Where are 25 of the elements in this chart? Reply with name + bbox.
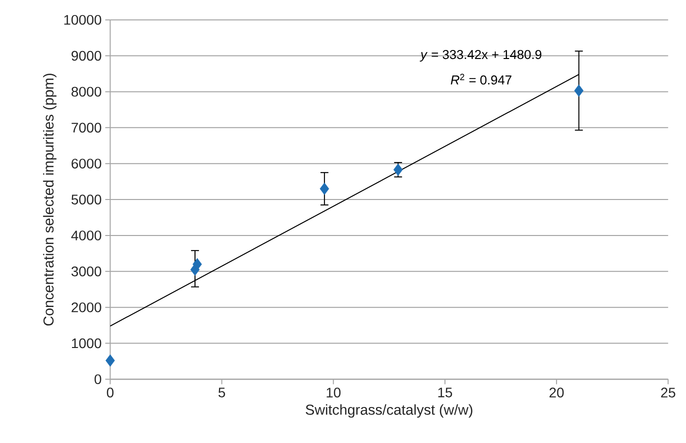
point: [393, 164, 403, 176]
point: [320, 182, 330, 196]
x-tick-label: 15: [438, 388, 452, 398]
x-tick-label: 25: [661, 388, 676, 398]
point: [106, 354, 115, 367]
y-axis-title: Concentration selected impurities (ppm): [43, 74, 56, 326]
x-tick-label: 10: [326, 388, 341, 398]
y-tick-label: 3000: [71, 266, 102, 276]
y-tick-label: 6000: [72, 158, 102, 169]
annotation: R$^{2}$ = 0.947: [450, 74, 512, 85]
y-tick-label: 10000: [64, 15, 102, 25]
y-tick-label: 7000: [72, 122, 102, 133]
x-axis-title: Switchgrass/catalyst (w/w): [306, 404, 472, 418]
x-tick-label: 20: [550, 388, 564, 398]
y-tick-label: 1000: [72, 338, 102, 348]
point: [574, 84, 584, 97]
x-tick-label: 0: [106, 388, 114, 398]
y-tick-label: 4000: [71, 230, 102, 240]
y-tick-label: 8000: [72, 86, 102, 97]
y-tick-label: 9000: [72, 50, 102, 61]
x-tick-label: 5: [218, 388, 226, 398]
y-tick-label: 0: [94, 374, 102, 384]
y-tick-label: 2000: [72, 302, 102, 312]
y-tick-label: 5000: [71, 194, 102, 205]
annotation: y = 333.42x + 1480.9: [420, 50, 542, 62]
